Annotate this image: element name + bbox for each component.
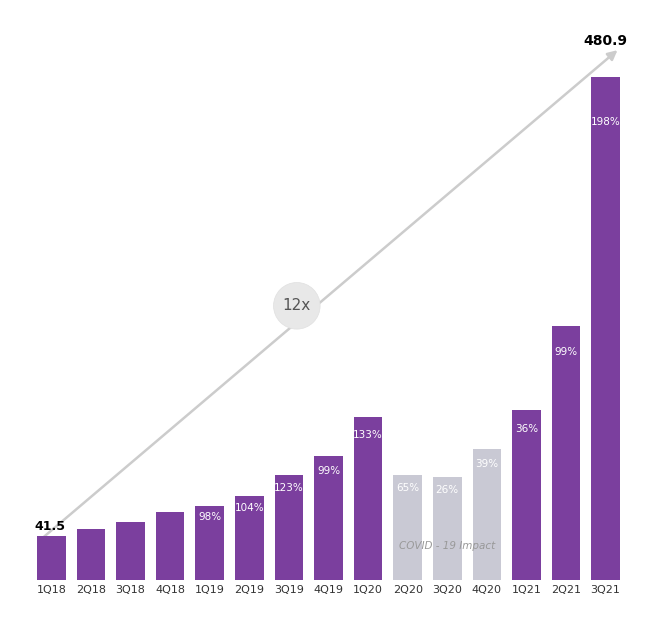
Bar xyxy=(37,536,66,580)
Bar xyxy=(354,418,382,580)
Bar xyxy=(591,77,620,580)
Bar xyxy=(552,326,580,580)
Bar xyxy=(314,456,343,580)
Bar xyxy=(472,449,501,580)
Text: 104%: 104% xyxy=(235,503,264,513)
Text: 65%: 65% xyxy=(396,483,419,493)
Bar xyxy=(512,410,541,580)
Text: 99%: 99% xyxy=(555,346,578,357)
Bar xyxy=(275,475,303,580)
Text: 198%: 198% xyxy=(591,117,620,127)
Bar xyxy=(156,512,185,580)
Text: 12x: 12x xyxy=(283,298,311,313)
Text: 480.9: 480.9 xyxy=(583,33,627,47)
Text: 39%: 39% xyxy=(475,459,499,469)
Text: 98%: 98% xyxy=(198,512,221,522)
Text: COVID - 19 Impact: COVID - 19 Impact xyxy=(399,541,495,551)
Bar xyxy=(116,522,145,580)
Text: 99%: 99% xyxy=(317,466,340,476)
Text: 133%: 133% xyxy=(353,430,383,440)
Bar xyxy=(433,477,461,580)
Bar xyxy=(196,507,224,580)
Text: 36%: 36% xyxy=(515,424,538,433)
Text: 26%: 26% xyxy=(436,485,459,495)
Text: 41.5: 41.5 xyxy=(35,520,66,533)
Text: 123%: 123% xyxy=(274,483,304,493)
Bar xyxy=(235,496,263,580)
Bar xyxy=(394,475,422,580)
Bar xyxy=(77,529,105,580)
